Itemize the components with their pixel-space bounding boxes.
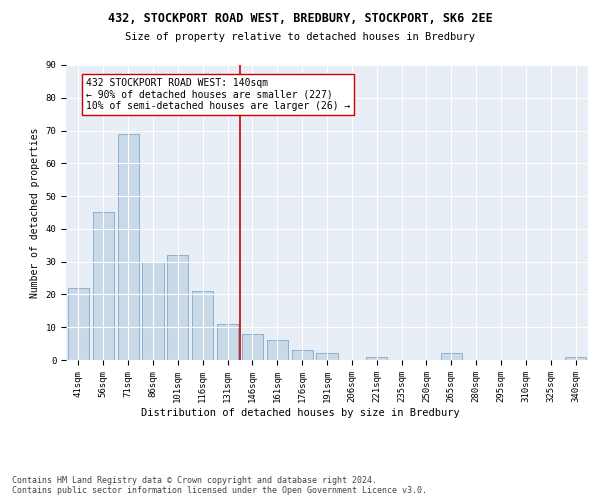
Bar [292,350,313,360]
Text: Distribution of detached houses by size in Bredbury: Distribution of detached houses by size … [140,408,460,418]
Bar [192,291,213,360]
Bar [118,134,139,360]
Bar [93,212,114,360]
Bar [366,356,387,360]
Bar [565,356,586,360]
Text: Contains HM Land Registry data © Crown copyright and database right 2024.
Contai: Contains HM Land Registry data © Crown c… [12,476,427,495]
Y-axis label: Number of detached properties: Number of detached properties [30,128,40,298]
Bar [142,262,164,360]
Bar [217,324,238,360]
Bar [441,354,462,360]
Bar [316,354,338,360]
Bar [267,340,288,360]
Bar [68,288,89,360]
Text: 432, STOCKPORT ROAD WEST, BREDBURY, STOCKPORT, SK6 2EE: 432, STOCKPORT ROAD WEST, BREDBURY, STOC… [107,12,493,26]
Bar [167,255,188,360]
Text: 432 STOCKPORT ROAD WEST: 140sqm
← 90% of detached houses are smaller (227)
10% o: 432 STOCKPORT ROAD WEST: 140sqm ← 90% of… [86,78,350,112]
Bar [242,334,263,360]
Text: Size of property relative to detached houses in Bredbury: Size of property relative to detached ho… [125,32,475,42]
